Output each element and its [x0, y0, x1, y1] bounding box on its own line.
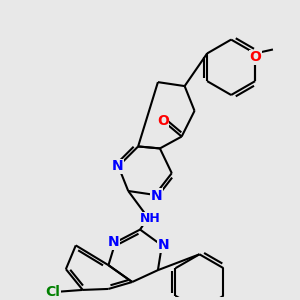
Text: N: N: [151, 189, 163, 203]
Text: N: N: [108, 236, 119, 249]
Text: N: N: [112, 159, 123, 173]
Text: O: O: [157, 114, 169, 128]
Text: O: O: [249, 50, 261, 64]
Text: N: N: [158, 238, 170, 252]
Text: NH: NH: [140, 212, 160, 225]
Text: Cl: Cl: [46, 285, 61, 299]
